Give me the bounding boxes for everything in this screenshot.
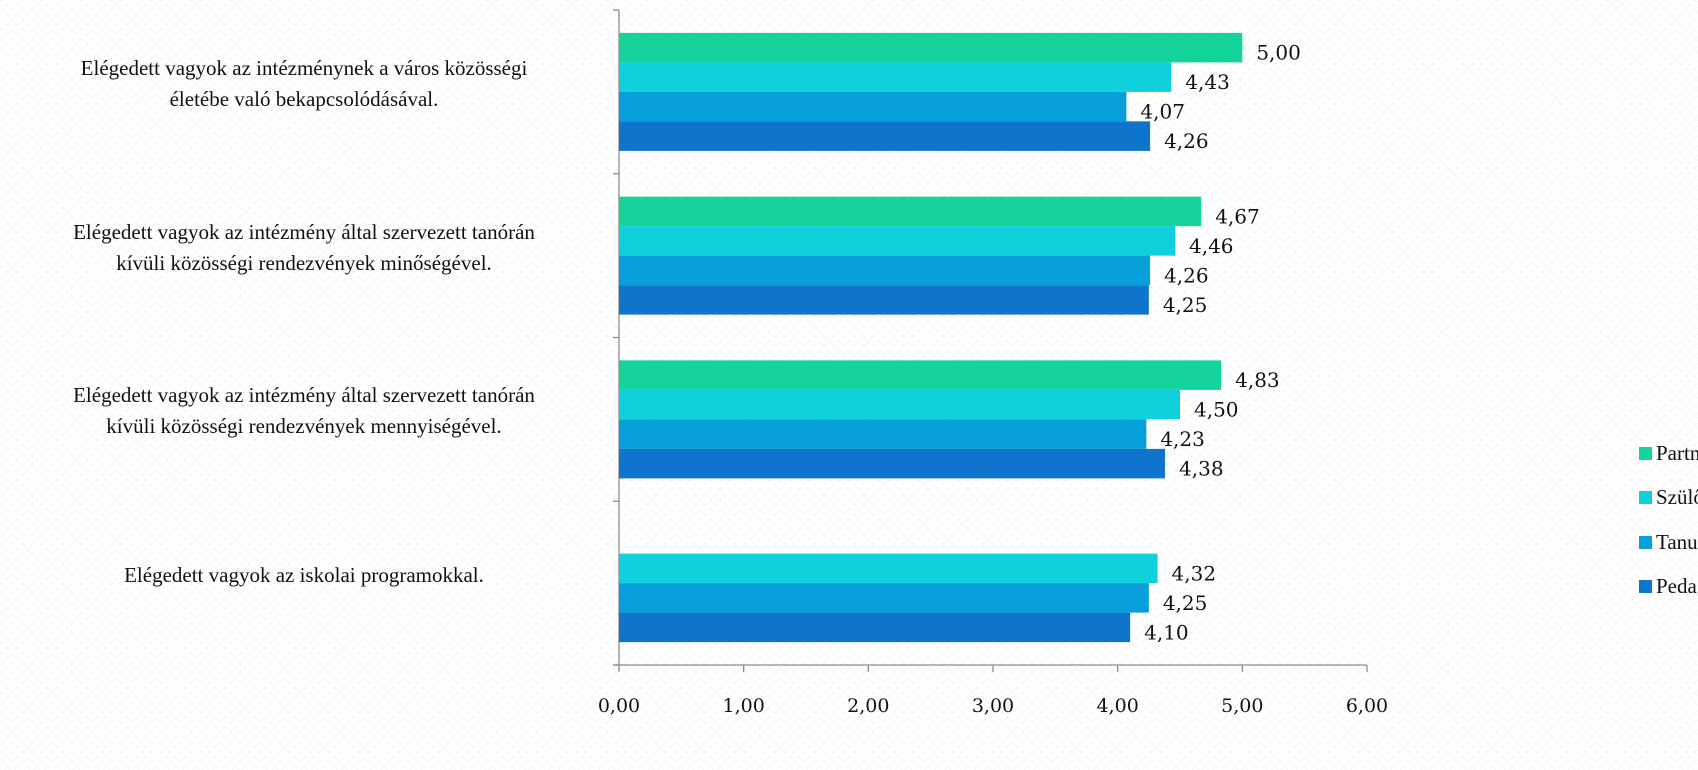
category-label-line: kívüli közösségi rendezvények minőségéve… [116, 250, 492, 275]
bar-szülők [619, 226, 1176, 256]
legend-swatch [1639, 535, 1652, 549]
data-label: 4,43 [1185, 70, 1230, 94]
category-label-line: Elégedett vagyok az intézménynek a város… [80, 55, 528, 80]
data-label: 4,10 [1144, 620, 1189, 644]
category-label: Elégedett vagyok az iskolai programokkal… [0, 560, 608, 591]
legend-label: Szülők [1656, 485, 1698, 509]
bar-szülők [619, 553, 1158, 584]
bar-szülők [619, 62, 1172, 92]
legend-swatch [1639, 491, 1652, 504]
legend-label: Tanuló [1656, 529, 1698, 554]
category-label-line: kívüli közösségi rendezvények mennyiségé… [106, 414, 502, 439]
bar-tanuló [619, 91, 1127, 122]
bar-pedagógus [619, 448, 1166, 479]
bar-partner [619, 32, 1243, 63]
bar-pedagógus [619, 612, 1131, 643]
legend-item-partner: Partner [1639, 438, 1698, 468]
x-tick-label: 1,00 [723, 695, 765, 717]
bar-pedagógus [619, 285, 1149, 315]
data-label: 4,32 [1172, 561, 1217, 585]
legend-label: Pedagógus [1656, 574, 1698, 598]
x-tick-label: 5,00 [1221, 695, 1263, 717]
legend-swatch [1639, 446, 1652, 460]
data-label: 4,38 [1179, 457, 1224, 481]
data-label: 4,26 [1164, 129, 1209, 153]
bar-szülők [619, 389, 1180, 420]
category-label: Elégedett vagyok az intézmény által szer… [0, 380, 608, 442]
data-label: 4,26 [1164, 263, 1209, 287]
data-label: 4,67 [1215, 204, 1260, 228]
bar-partner [619, 360, 1222, 390]
legend-item-pedagógus: Pedagógus [1639, 572, 1698, 602]
legend-item-szülők: Szülők [1639, 483, 1698, 513]
data-label: 4,50 [1194, 398, 1239, 422]
category-label: Elégedett vagyok az intézménynek a város… [0, 53, 608, 115]
data-label: 4,83 [1235, 368, 1280, 392]
bar-tanuló [619, 583, 1149, 613]
data-label: 5,00 [1256, 41, 1301, 65]
category-label-line: Elégedett vagyok az intézmény által szer… [73, 383, 535, 408]
data-label: 4,25 [1163, 591, 1208, 615]
x-tick-label: 6,00 [1346, 695, 1388, 717]
bar-partner [619, 196, 1202, 227]
x-tick-label: 4,00 [1097, 695, 1139, 717]
legend-swatch [1639, 580, 1652, 593]
data-label: 4,07 [1140, 100, 1185, 124]
bar-tanuló [619, 419, 1147, 449]
category-label-line: Elégedett vagyok az intézmény által szer… [73, 219, 535, 244]
data-label: 4,23 [1160, 427, 1205, 451]
data-label: 4,46 [1189, 234, 1234, 258]
category-label-line: életébe való bekapcsolódásával. [169, 86, 439, 111]
legend-label: Partner [1656, 440, 1698, 465]
x-tick-label: 2,00 [847, 695, 889, 717]
legend-item-tanuló: Tanuló [1639, 527, 1698, 557]
category-label-line: Elégedett vagyok az iskolai programokkal… [124, 562, 484, 587]
bar-pedagógus [619, 121, 1151, 151]
bar-tanuló [619, 255, 1151, 286]
x-tick-label: 3,00 [972, 695, 1014, 717]
data-label: 4,25 [1163, 293, 1208, 317]
x-tick-label: 0,00 [598, 695, 640, 717]
category-label: Elégedett vagyok az intézmény által szer… [0, 217, 608, 279]
